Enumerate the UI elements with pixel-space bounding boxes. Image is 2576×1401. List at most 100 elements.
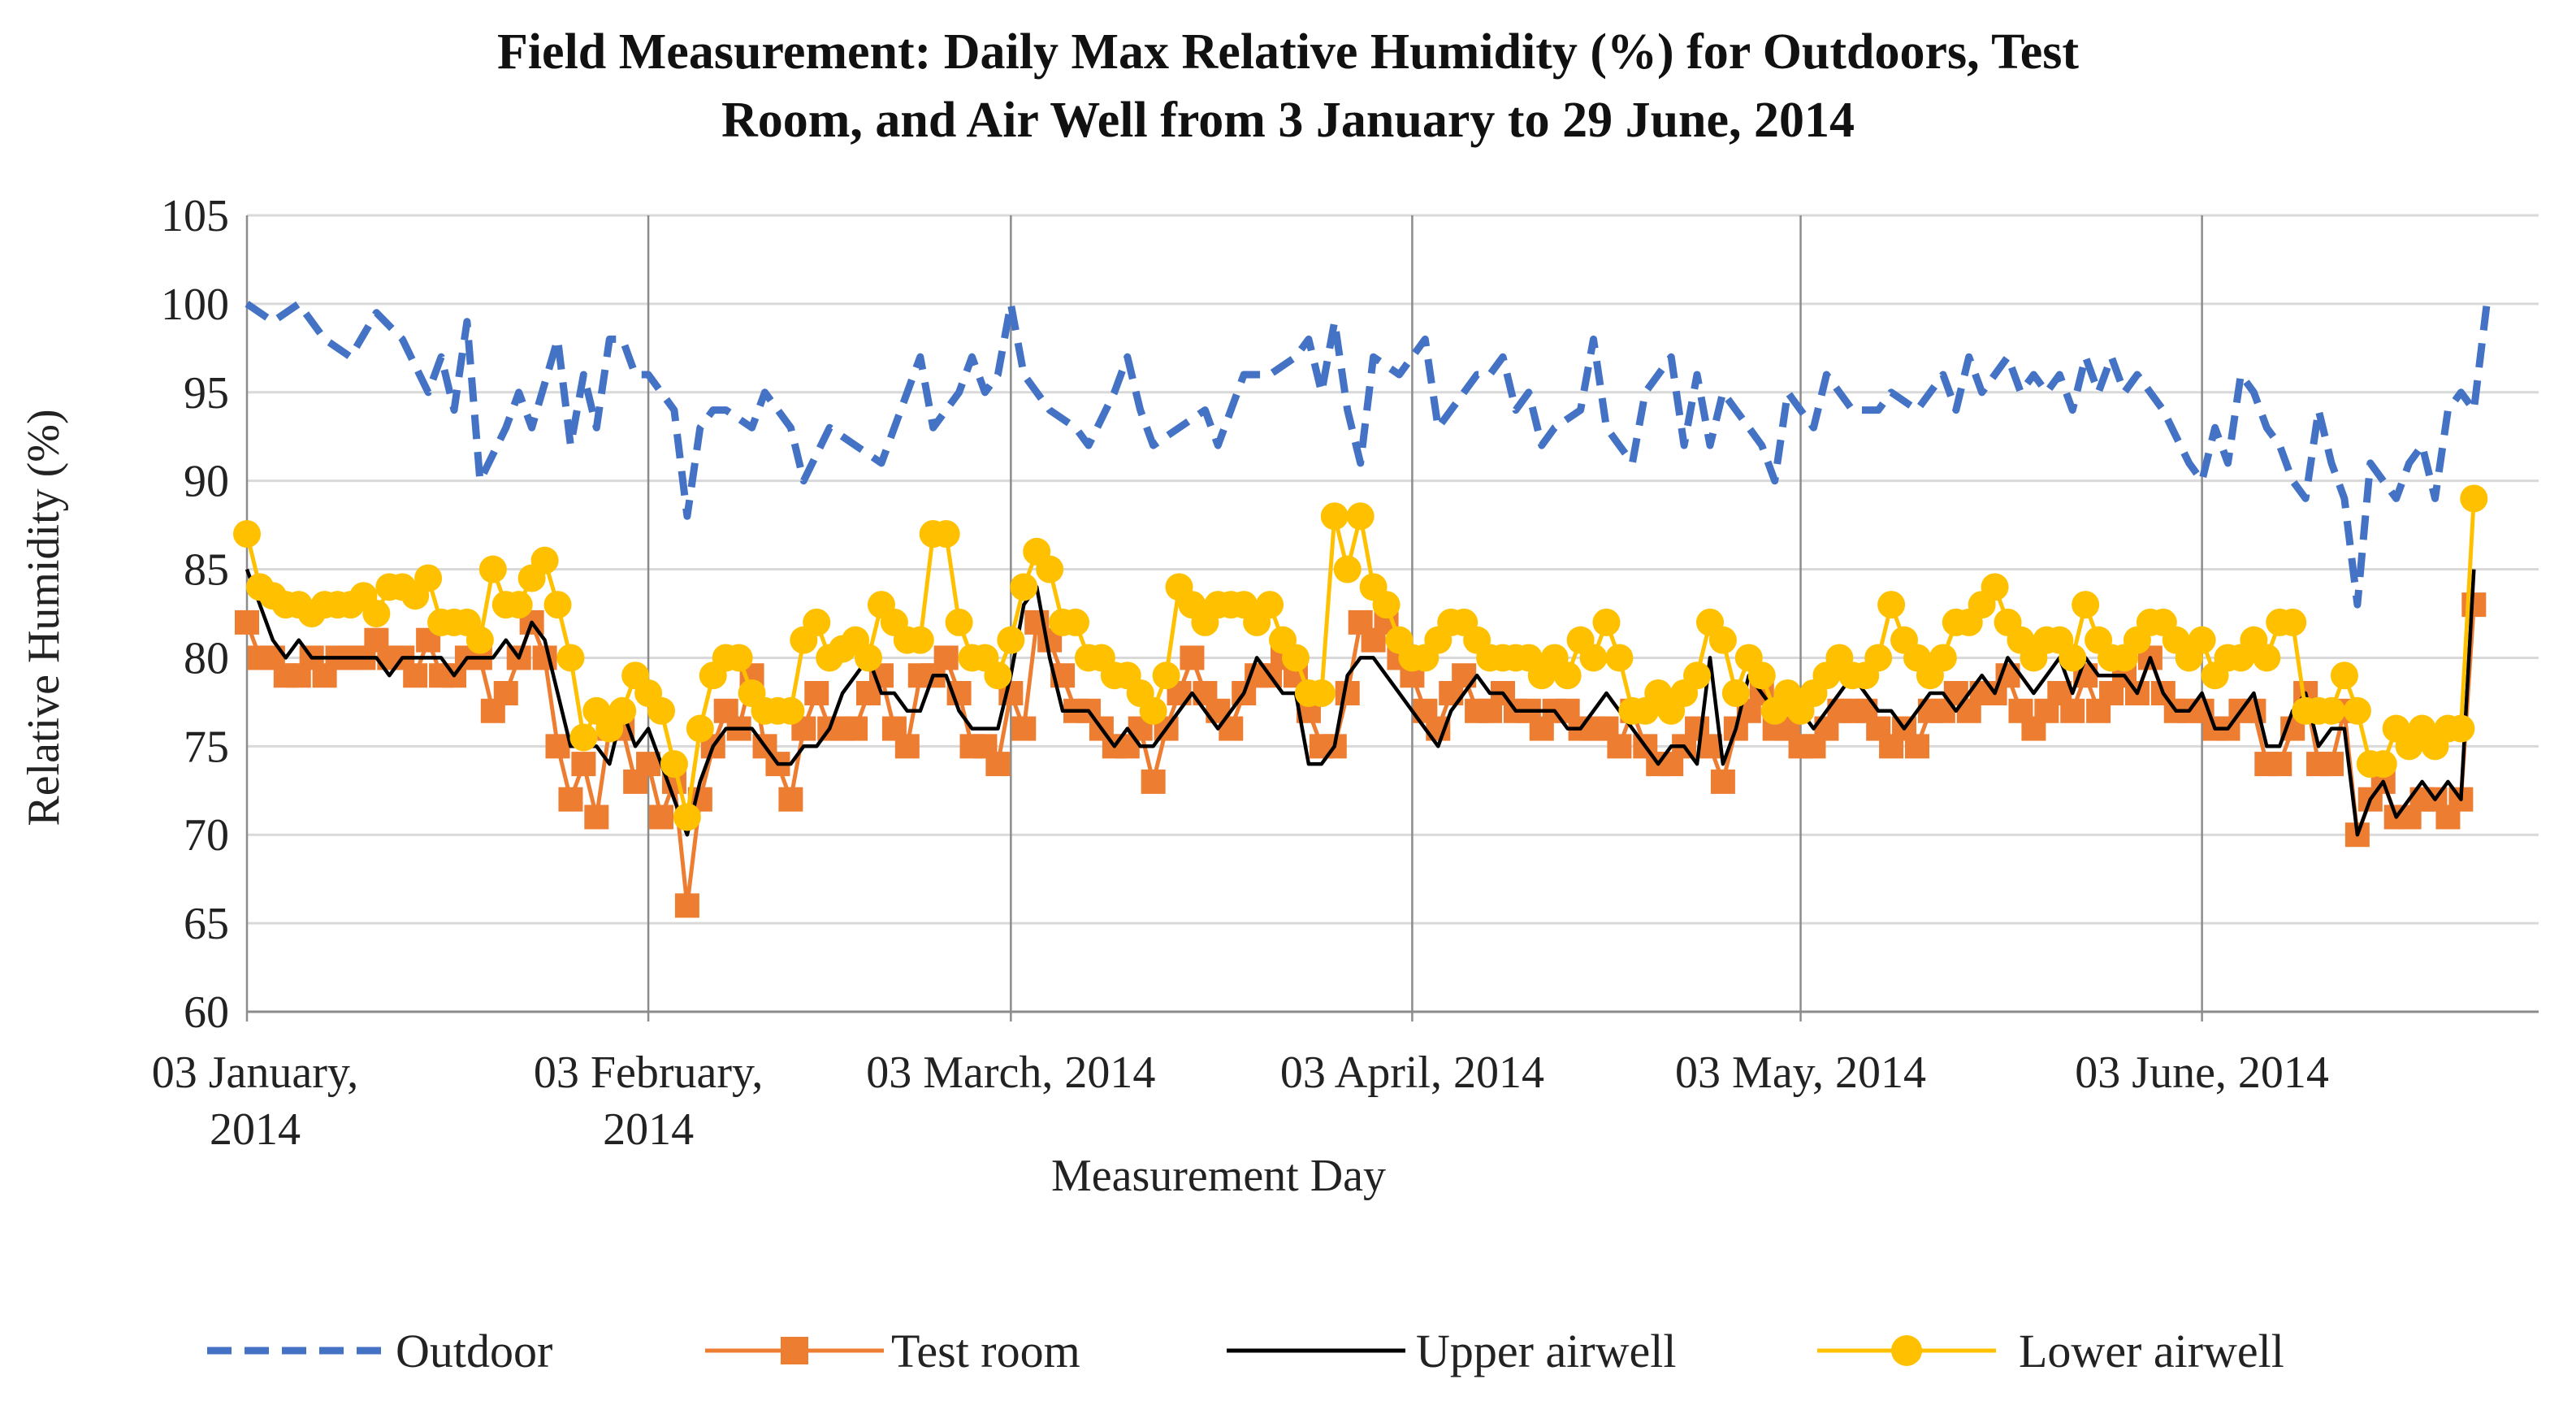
x-tick-label: 03 April, 2014 [1280,1047,1544,1098]
series-lower-airwell [233,484,2488,831]
data-point [778,787,803,812]
chart-title-line-1: Field Measurement: Daily Max Relative Hu… [496,24,2080,80]
legend-label: Lower airwell [2019,1325,2284,1377]
data-point [660,750,688,779]
legend-item-test-room: Test room [705,1325,1080,1377]
data-point [1553,661,1582,690]
y-tick-label: 60 [184,987,229,1038]
data-point [558,787,583,812]
data-point [414,564,443,592]
data-point [1333,555,1362,583]
data-point [804,681,829,705]
data-point [1877,591,1906,619]
chart-title: Field Measurement: Daily Max Relative Hu… [0,18,2576,154]
axis-layer: 60 65 70 75 80 85 90 95 100 105 03 January, 2014 03 … [152,191,2539,1155]
data-point [2330,661,2358,690]
data-point [1307,679,1336,707]
data-point [777,696,805,725]
legend: Outdoor Test room Upper airwell Lower airwe… [207,1325,2284,1377]
data-point [2267,752,2292,777]
data-point [1281,644,1310,672]
data-point [556,644,585,672]
data-point [855,644,883,672]
legend-marker [1891,1335,1922,1366]
data-point [2279,608,2307,636]
legend-label: Upper airwell [1416,1325,1676,1377]
data-point [932,520,960,548]
data-point [2060,698,2085,723]
x-tick-label: 03 May, 2014 [1675,1047,1926,1098]
data-point [1747,661,1776,690]
data-point [1010,573,1038,601]
data-point [1346,502,1375,531]
data-point [985,752,1011,777]
data-point [2253,644,2281,672]
data-point [725,644,753,672]
series-outdoor [245,300,2491,609]
data-point [1320,502,1349,531]
x-axis-title: Measurement Day [1051,1151,1386,1201]
data-point [543,591,572,619]
data-point [843,716,868,741]
data-point [906,626,934,654]
data-point [2343,696,2371,725]
data-point [674,893,699,918]
data-point [530,546,559,575]
data-point [2369,750,2397,779]
data-point [2447,714,2475,743]
data-point [1592,608,1621,636]
data-point [649,805,674,830]
data-point [1605,644,1634,672]
data-point [1139,696,1167,725]
data-point [1864,644,1893,672]
legend-label: Test room [891,1325,1080,1377]
y-axis-title: Relative Humidity (%) [19,409,69,826]
data-point [608,696,637,725]
y-tick-label: 90 [184,457,229,507]
data-point [2072,591,2100,619]
data-point [1180,645,1205,670]
data-point [1981,573,2009,601]
data-point [2460,484,2488,513]
data-point [532,645,557,670]
x-tick-label: 03 June, 2014 [2075,1047,2329,1098]
y-tick-label: 85 [184,545,229,596]
data-point [1683,661,1712,690]
data-point [1036,555,1064,583]
legend-label: Outdoor [396,1325,552,1377]
data-point [504,591,533,619]
chart-title-line-2: Room, and Air Well from 3 January to 29 … [721,93,1855,148]
data-point [1256,591,1284,619]
data-point [1929,644,1957,672]
data-point [997,626,1025,654]
series-line [245,300,2491,609]
y-tick-label: 105 [161,191,229,241]
data-point [984,661,1012,690]
series-layer [233,300,2491,918]
data-point [545,734,570,759]
data-point [1708,626,1737,654]
data-point [933,645,959,670]
data-point [584,805,609,830]
x-tick-label: 03 January, [152,1047,359,1098]
data-point [2188,626,2216,654]
data-point [1141,769,1166,794]
data-point [945,608,973,636]
data-point [686,714,714,743]
legend-item-upper-airwell: Upper airwell [1227,1325,1676,1377]
data-point [403,663,428,688]
y-tick-label: 80 [184,633,229,683]
x-tick-label: 03 February, [534,1047,764,1098]
data-point [1904,734,1929,759]
data-point [2059,644,2087,672]
y-tick-label: 75 [184,722,229,772]
data-point [1372,591,1401,619]
data-point [571,752,596,777]
data-point [235,609,259,635]
data-point [1710,769,1735,794]
x-tick-label: 2014 [603,1104,694,1155]
data-point [465,626,494,654]
data-point [2317,696,2345,725]
y-tick-label: 65 [184,899,229,949]
data-point [1721,679,1750,707]
